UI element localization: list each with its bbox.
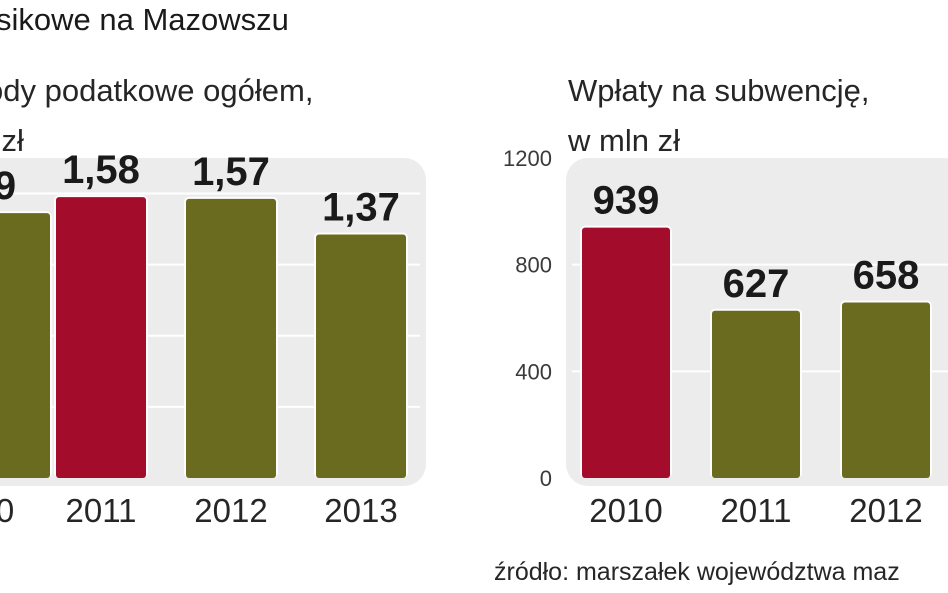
right-subtitle-line-1: Wpłaty na subwencję,	[568, 73, 870, 108]
right-chart-subtitle: Wpłaty na subwencję, w mln zł	[568, 66, 870, 166]
x-tick-label: 2013	[324, 492, 397, 529]
x-tick-label: 2012	[194, 492, 267, 529]
x-tick-label: 0	[0, 492, 14, 529]
y-tick-label: 0	[540, 466, 552, 491]
source-note: źródło: marszałek województwa maz	[494, 558, 900, 586]
x-tick-label: 2011	[66, 492, 137, 529]
x-tick-label: 2010	[589, 492, 662, 529]
y-tick-label: 400	[515, 359, 552, 384]
chart-title: sikowe na Mazowszu	[0, 2, 289, 37]
y-tick-label: 800	[515, 253, 552, 278]
left-subtitle-line-1: ody podatkowe ogółem,	[0, 73, 314, 108]
bar	[582, 227, 670, 478]
data-label: 1,58	[62, 148, 140, 192]
right-subtitle-line-2: w mln zł	[568, 123, 680, 158]
y-tick-label: 1200	[503, 146, 552, 171]
data-label: 939	[593, 179, 660, 223]
bar	[0, 213, 50, 478]
left-subtitle-line-2: l zł	[0, 123, 24, 158]
chart-1: 0 400 800 1200 939 2010 627 2011 658 2012	[503, 146, 948, 529]
bar	[842, 302, 930, 478]
x-tick-label: 2012	[849, 492, 922, 529]
bar	[186, 198, 276, 478]
bar	[56, 197, 146, 478]
data-label: 1,57	[192, 150, 270, 194]
left-chart-subtitle: ody podatkowe ogółem, l zł	[0, 66, 313, 166]
data-label: 1,37	[322, 185, 400, 229]
data-label: 658	[853, 254, 920, 298]
data-label: 9	[0, 164, 16, 208]
data-label: 627	[723, 262, 790, 306]
bar	[712, 310, 800, 478]
bar	[316, 234, 406, 478]
chart-0: 9 0 1,58 2011 1,57 2012 1,37 2013	[0, 148, 426, 529]
x-tick-label: 2011	[721, 492, 792, 529]
